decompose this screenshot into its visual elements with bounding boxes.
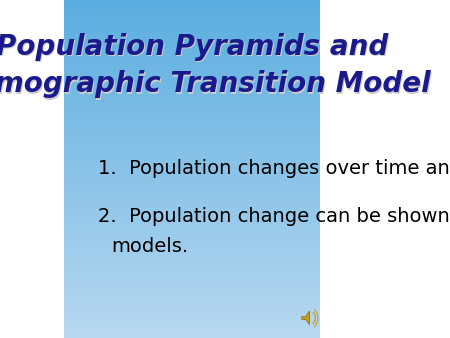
Text: Population Pyramids and: Population Pyramids and bbox=[0, 33, 388, 61]
Text: Population Pyramids and: Population Pyramids and bbox=[0, 34, 389, 62]
Text: Demographic Transition Model: Demographic Transition Model bbox=[0, 72, 432, 99]
Text: models.: models. bbox=[112, 237, 189, 256]
Text: 2.  Population change can be shown on two: 2. Population change can be shown on two bbox=[98, 207, 450, 226]
Polygon shape bbox=[302, 311, 310, 324]
Text: 1.  Population changes over time and space.: 1. Population changes over time and spac… bbox=[98, 160, 450, 178]
Text: Demographic Transition Model: Demographic Transition Model bbox=[0, 71, 431, 98]
